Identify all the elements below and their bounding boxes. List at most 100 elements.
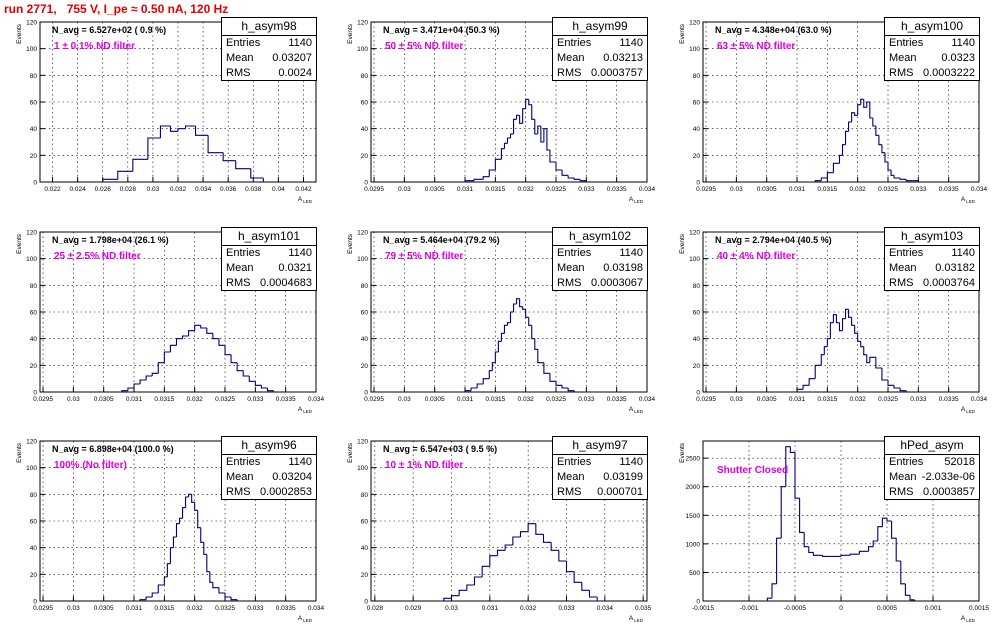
x-tick-label: 0.001 (925, 605, 942, 612)
x-tick-label: 0.028 (367, 605, 384, 612)
histogram-plot: 0.028 0.029 0.03 0.031 0.032 0.033 0.034 0.035 0… (347, 439, 652, 624)
histogram-bin (509, 311, 514, 323)
histogram-bin (488, 169, 496, 177)
stats-row-mean: Mean -2.033e-06 (885, 470, 979, 485)
histogram-bin (496, 549, 506, 556)
stats-key: Entries (557, 456, 592, 468)
stats-box: hPed_asym Entries 52018 Mean -2.033e-06 RMS 0.… (884, 436, 980, 500)
stats-value: -2.033e-06 (921, 471, 975, 483)
histogram-bin (886, 518, 892, 522)
histogram-name: h_asym98 (222, 18, 316, 36)
x-tick-label: 0.0315 (817, 396, 837, 403)
stats-key: RMS (889, 67, 914, 79)
filter-annotation: Shutter Closed (717, 465, 789, 476)
histogram-bin (808, 378, 816, 386)
stats-box: h_asym102 Entries 1140 Mean 0.03198 RMS 0.0003… (552, 227, 648, 291)
x-tick-label: 0.03 (730, 396, 743, 403)
histogram-bin (851, 112, 855, 122)
histogram-bin (489, 555, 498, 567)
stats-key: RMS (557, 277, 582, 289)
stats-row-rms: RMS 0.0003764 (885, 276, 979, 291)
x-axis-label: ALED (629, 406, 644, 414)
stats-box: h_asym96 Entries 1140 Mean 0.03204 RMS 0.00028… (221, 436, 317, 500)
x-tick-label: 0.03 (67, 396, 80, 403)
n-avg-label: N_avg = 3.471e+04 (50.3 %) (383, 25, 500, 35)
histogram-bin (537, 349, 544, 364)
filter-annotation: 100% (No filter) (54, 460, 127, 471)
histogram-bin (525, 309, 529, 318)
y-tick-label: 20 (361, 153, 369, 160)
histogram-bin (206, 328, 213, 334)
x-tick-label: 0.0325 (546, 396, 566, 403)
stats-box: h_asym103 Entries 1140 Mean 0.03182 RMS 0.0003… (884, 227, 980, 291)
x-tick-label: 0.033 (247, 605, 264, 612)
histogram-bin (558, 550, 567, 562)
stats-row-rms: RMS 0.0024 (222, 66, 316, 81)
histogram-bin (537, 125, 541, 134)
histogram-bin (266, 388, 274, 392)
x-tick-label: 0.031 (126, 396, 143, 403)
x-tick-label: 0 (839, 605, 843, 612)
histogram-bin (851, 317, 855, 326)
histogram-bin (826, 172, 834, 178)
y-tick-label: 120 (26, 230, 37, 237)
histogram-bin (169, 344, 177, 352)
x-tick-label: 0.032 (850, 396, 867, 403)
stats-value: 1140 (619, 247, 643, 259)
y-tick-label: 100 (26, 46, 37, 53)
stats-row-entries: Entries 1140 (222, 246, 316, 261)
stats-value: 1140 (951, 247, 975, 259)
y-tick-label: 2000 (686, 484, 701, 491)
y-axis-label: Events (679, 233, 686, 254)
y-axis-label: Events (679, 23, 686, 44)
y-tick-label: 120 (357, 20, 368, 27)
filter-annotation: 50 ± 5% ND filter (385, 41, 464, 52)
histogram-bin (163, 576, 168, 585)
x-axis-label: ALED (298, 615, 313, 623)
y-tick-label: 60 (30, 100, 38, 107)
histogram-bin (212, 582, 219, 589)
filter-annotation: 25 ± 2.5% ND filter (54, 251, 141, 262)
stats-row-entries: Entries 1140 (885, 246, 979, 261)
histogram-bin (512, 303, 517, 312)
y-tick-label: 1000 (686, 541, 701, 548)
histogram-bin (207, 135, 224, 154)
histogram-bin (808, 546, 814, 553)
x-axis-label: ALED (629, 196, 644, 204)
histogram-bin (184, 125, 196, 129)
y-tick-label: 80 (693, 283, 701, 290)
n-avg-label: N_avg = 5.464e+04 (79.2 %) (383, 235, 500, 245)
y-tick-label: 0 (696, 180, 700, 187)
histogram-bin (881, 368, 889, 381)
histogram-bin (218, 587, 226, 594)
stats-row-entries: Entries 1140 (222, 455, 316, 470)
x-tick-label: 0.0305 (425, 186, 445, 193)
y-tick-label: 100 (689, 256, 700, 263)
histogram-bin (555, 162, 563, 171)
histogram-panel-hPed_asym: -0.0015 -0.001 -0.0005 0 0.0005 0.001 0.0015 0 5… (673, 435, 989, 625)
y-tick-label: 40 (361, 545, 369, 552)
stats-row-entries: Entries 1140 (553, 36, 647, 51)
stats-value: 0.0323 (941, 52, 975, 64)
histogram-bin (567, 175, 575, 179)
histogram-bin (531, 325, 535, 340)
x-tick-label: 0.0325 (878, 396, 898, 403)
histogram-bin (844, 130, 849, 145)
stats-row-entries: Entries 1140 (885, 36, 979, 51)
histogram-bin (561, 385, 569, 389)
stats-key: RMS (557, 486, 582, 498)
histogram-name: h_asym96 (222, 437, 316, 455)
histogram-bin (771, 583, 777, 599)
histogram-bin (841, 144, 846, 156)
y-tick-label: 80 (693, 73, 701, 80)
y-tick-label: 40 (30, 336, 38, 343)
y-axis-label: Events (16, 233, 23, 254)
histogram-bin (567, 388, 575, 392)
histogram-bin (528, 99, 532, 106)
stats-key: Mean (557, 52, 585, 64)
x-tick-label: 0.0305 (425, 396, 445, 403)
histogram-bin (497, 340, 502, 352)
histogram-bin (820, 354, 825, 366)
x-tick-label: 0.0315 (485, 186, 505, 193)
stats-key: Entries (226, 37, 261, 49)
